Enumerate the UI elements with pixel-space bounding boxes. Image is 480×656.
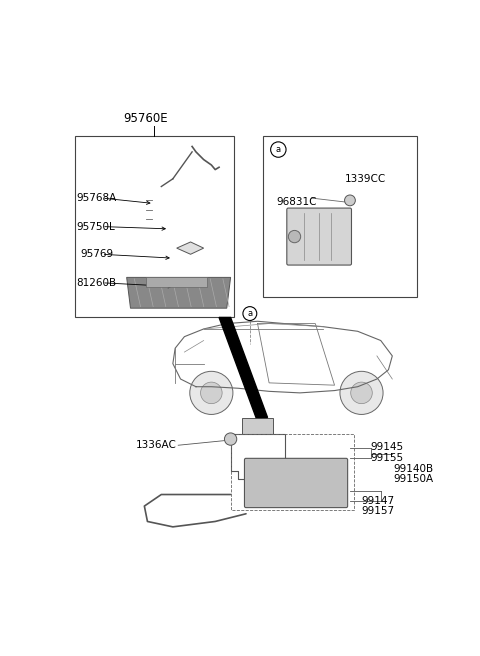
Bar bbox=[146, 277, 207, 287]
Bar bbox=[263, 136, 417, 297]
Circle shape bbox=[271, 142, 286, 157]
Text: a: a bbox=[276, 145, 281, 154]
Circle shape bbox=[190, 371, 233, 415]
Polygon shape bbox=[177, 242, 204, 255]
FancyBboxPatch shape bbox=[244, 459, 348, 508]
Circle shape bbox=[225, 433, 237, 445]
Text: 99140B: 99140B bbox=[394, 464, 434, 474]
Text: 95750L: 95750L bbox=[77, 222, 115, 232]
Ellipse shape bbox=[212, 158, 226, 169]
Polygon shape bbox=[127, 277, 230, 308]
Text: 95760E: 95760E bbox=[123, 112, 168, 125]
Text: 95769: 95769 bbox=[81, 249, 114, 259]
FancyBboxPatch shape bbox=[151, 191, 193, 226]
Bar bbox=[230, 434, 354, 510]
Text: 99147: 99147 bbox=[361, 496, 395, 506]
Text: 99157: 99157 bbox=[361, 506, 395, 516]
Text: a: a bbox=[247, 309, 252, 318]
Text: 81260B: 81260B bbox=[77, 277, 117, 288]
Text: 95768A: 95768A bbox=[77, 193, 117, 203]
Text: 96831C: 96831C bbox=[277, 197, 317, 207]
Circle shape bbox=[288, 230, 300, 243]
Polygon shape bbox=[219, 318, 267, 417]
Circle shape bbox=[351, 382, 372, 403]
Bar bbox=[242, 417, 273, 434]
FancyBboxPatch shape bbox=[287, 208, 351, 265]
Bar bbox=[75, 136, 234, 318]
Circle shape bbox=[340, 371, 383, 415]
Text: 99150A: 99150A bbox=[394, 474, 434, 484]
Circle shape bbox=[345, 195, 355, 206]
Text: 99155: 99155 bbox=[371, 453, 404, 462]
Circle shape bbox=[201, 382, 222, 403]
Circle shape bbox=[243, 306, 257, 321]
Text: 1336AC: 1336AC bbox=[136, 440, 177, 450]
Text: 99145: 99145 bbox=[371, 441, 404, 452]
Text: 1339CC: 1339CC bbox=[345, 174, 386, 184]
